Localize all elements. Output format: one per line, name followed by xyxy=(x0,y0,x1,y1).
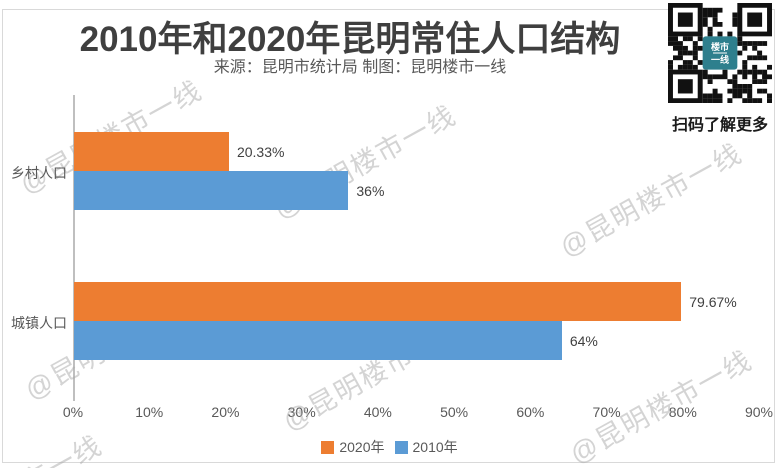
x-tick-label: 80% xyxy=(668,404,697,420)
x-tick-label: 30% xyxy=(287,404,316,420)
x-tick-label: 40% xyxy=(363,404,392,420)
x-tick-label: 70% xyxy=(592,404,621,420)
bar-2020年-乡村人口 xyxy=(74,132,229,171)
x-tick-label: 20% xyxy=(211,404,240,420)
chart-title: 2010年和2020年昆明常住人口结构 xyxy=(79,20,621,59)
category-label: 城镇人口 xyxy=(11,315,67,331)
legend-swatch xyxy=(394,440,408,454)
legend-item-2010年: 2010年 xyxy=(394,437,458,457)
data-label: 79.67% xyxy=(689,293,737,310)
bar-2020年-城镇人口 xyxy=(74,282,682,321)
bar-2010年-乡村人口 xyxy=(74,171,349,210)
qr-caption: 扫码了解更多 xyxy=(671,117,768,134)
qr-block: 楼市一线 扫码了解更多 xyxy=(664,3,776,135)
watermark-text: @昆明楼市一线 xyxy=(554,137,748,263)
x-tick-label: 60% xyxy=(516,404,545,420)
legend-swatch xyxy=(321,440,335,454)
category-label: 乡村人口 xyxy=(11,165,67,181)
svg-text:一线: 一线 xyxy=(711,54,729,65)
chart-legend: 2020年 2010年 xyxy=(0,437,779,457)
category-axis-line xyxy=(73,95,75,401)
x-tick-label: 0% xyxy=(62,404,84,420)
qr-code: 楼市一线 xyxy=(668,3,772,103)
chart-subtitle: 来源：昆明市统计局 制图：昆明楼市一线 xyxy=(213,59,507,76)
legend-label: 2010年 xyxy=(412,439,458,455)
x-tick-label: 90% xyxy=(744,404,774,420)
legend-label: 2020年 xyxy=(339,439,385,455)
x-tick-label: 50% xyxy=(440,404,469,420)
data-label: 20.33% xyxy=(236,143,285,160)
bar-2010年-城镇人口 xyxy=(74,321,562,360)
data-label: 36% xyxy=(356,182,385,199)
svg-text:楼市: 楼市 xyxy=(711,41,729,52)
image-border xyxy=(2,9,775,463)
x-tick-label: 10% xyxy=(135,404,164,420)
data-label: 64% xyxy=(569,332,598,349)
legend-item-2020年: 2020年 xyxy=(321,437,385,457)
